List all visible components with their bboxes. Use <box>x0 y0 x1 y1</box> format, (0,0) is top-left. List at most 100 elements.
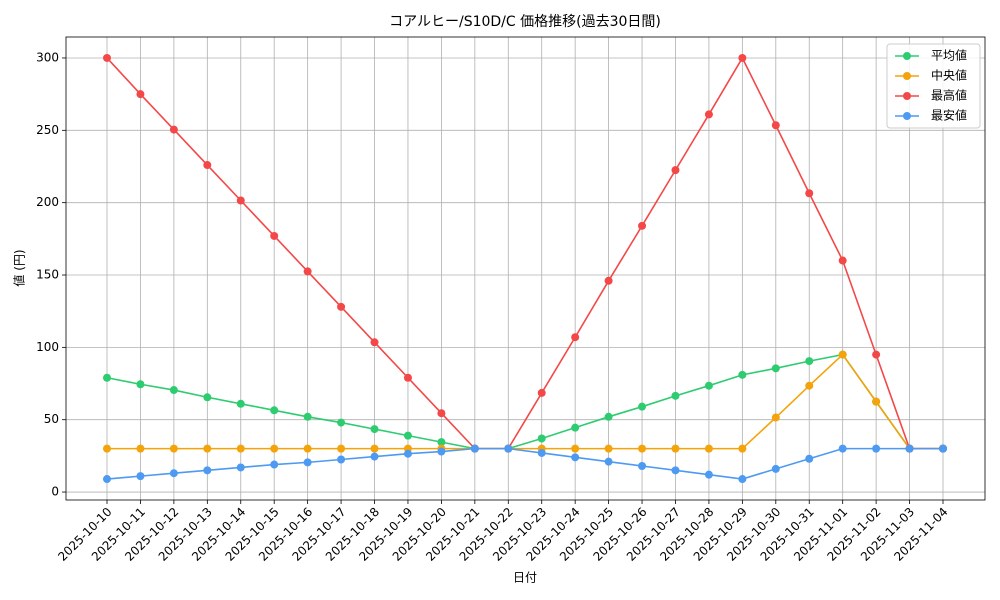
data-point <box>872 444 881 453</box>
data-point <box>270 231 279 240</box>
plot-frame <box>65 36 986 501</box>
series-line <box>106 353 943 450</box>
data-point <box>638 461 647 470</box>
data-point <box>704 110 713 119</box>
data-point <box>838 350 847 359</box>
y-tick-label: 50 <box>44 412 59 426</box>
data-point <box>403 449 412 458</box>
data-point <box>771 464 780 473</box>
data-point <box>169 469 178 478</box>
data-point <box>337 444 346 453</box>
data-point <box>771 413 780 422</box>
legend-label: 平均値 <box>931 48 967 63</box>
legend-marker <box>903 72 911 80</box>
data-point <box>103 444 111 453</box>
data-point <box>872 397 881 406</box>
legend-marker <box>903 112 911 120</box>
data-point <box>805 357 814 366</box>
y-axis-label: 値 (円) <box>12 249 27 286</box>
y-tick-label: 200 <box>36 195 59 209</box>
data-point <box>905 444 914 453</box>
data-point <box>604 457 613 466</box>
data-point <box>838 256 847 265</box>
data-point <box>337 455 346 464</box>
data-point <box>370 338 379 347</box>
data-point <box>103 53 111 62</box>
data-point <box>270 406 279 415</box>
legend-marker <box>903 92 911 100</box>
data-point <box>671 391 680 400</box>
data-point <box>738 53 747 62</box>
x-axis-label: 日付 <box>513 571 537 585</box>
data-point <box>169 386 178 395</box>
data-point <box>103 475 111 484</box>
data-point <box>236 463 245 472</box>
data-point <box>136 472 145 481</box>
data-point <box>470 444 479 453</box>
data-point <box>169 125 178 134</box>
series-line <box>107 353 943 450</box>
data-point <box>337 302 346 311</box>
data-point <box>638 221 647 230</box>
data-point <box>738 475 747 484</box>
y-tick-label: 0 <box>51 485 59 499</box>
data-point <box>203 466 212 475</box>
data-point <box>236 444 245 453</box>
chart-title: コアルヒー/S10D/C 価格推移(過去30日間) <box>389 14 661 30</box>
data-point <box>604 276 613 285</box>
data-point <box>771 121 780 130</box>
data-point <box>604 444 613 453</box>
data-point <box>704 381 713 390</box>
y-tick-label: 300 <box>36 50 59 64</box>
data-point <box>571 333 580 342</box>
data-point <box>838 444 847 453</box>
data-point <box>370 444 379 453</box>
data-point <box>303 444 312 453</box>
data-point <box>704 470 713 479</box>
data-point <box>771 364 780 373</box>
legend-marker <box>903 52 911 60</box>
data-point <box>103 373 111 382</box>
data-point <box>571 444 580 453</box>
data-point <box>370 425 379 434</box>
data-point <box>704 444 713 453</box>
legend-label: 最安値 <box>931 108 967 123</box>
data-point <box>638 402 647 411</box>
data-point <box>671 466 680 475</box>
data-point <box>939 444 947 453</box>
data-point <box>337 418 346 427</box>
y-tick-label: 250 <box>36 123 59 137</box>
data-point <box>403 373 412 382</box>
data-point <box>169 444 178 453</box>
data-point <box>671 444 680 453</box>
data-point <box>437 438 446 447</box>
data-point <box>136 380 145 389</box>
data-point <box>303 412 312 421</box>
data-point <box>203 444 212 453</box>
data-point <box>805 189 814 198</box>
data-point <box>370 452 379 461</box>
data-point <box>537 434 546 443</box>
data-point <box>136 444 145 453</box>
data-point <box>303 458 312 467</box>
data-point <box>236 196 245 205</box>
data-point <box>738 370 747 379</box>
data-point <box>872 350 881 359</box>
legend-box <box>886 43 981 129</box>
data-point <box>671 166 680 175</box>
series-line <box>106 56 943 450</box>
data-point <box>203 161 212 170</box>
data-point <box>805 381 814 390</box>
data-point <box>236 399 245 408</box>
data-point <box>437 409 446 418</box>
data-point <box>638 444 647 453</box>
legend-label: 中央値 <box>931 68 967 83</box>
data-point <box>136 90 145 99</box>
series-line <box>106 447 943 480</box>
data-point <box>571 453 580 462</box>
data-point <box>437 447 446 456</box>
data-point <box>604 412 613 421</box>
data-point <box>270 444 279 453</box>
data-point <box>537 388 546 397</box>
